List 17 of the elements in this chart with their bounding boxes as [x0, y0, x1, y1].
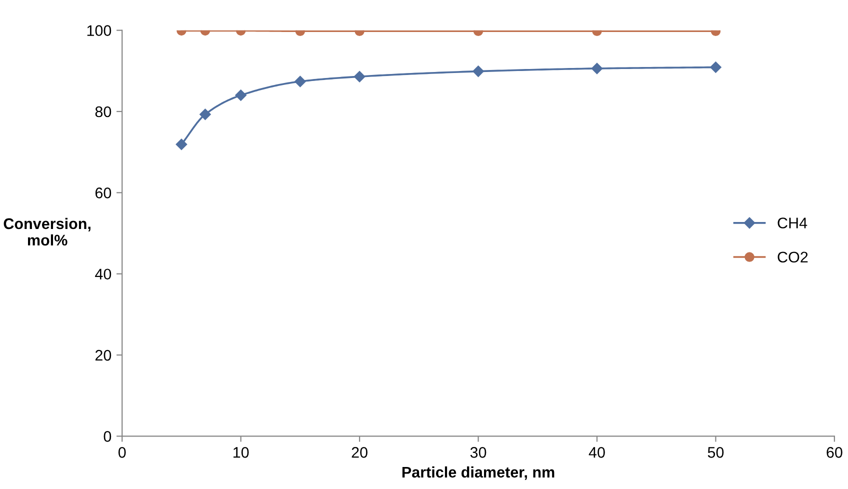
x-axis-title: Particle diameter, nm — [402, 466, 554, 480]
x-tick-label: 10 — [234, 447, 249, 458]
x-tick-label: 0 — [118, 447, 126, 458]
x-tick-label: 30 — [470, 447, 486, 458]
y-tick-label: 20 — [95, 350, 112, 361]
legend-label: CO2 — [778, 252, 808, 263]
y-tick-label: 60 — [95, 188, 112, 198]
y-tick-label: 40 — [95, 268, 112, 280]
x-tick-label: 50 — [708, 447, 724, 458]
x-tick-label: 20 — [352, 447, 368, 458]
y-tick-label: 100 — [87, 25, 112, 36]
legend-label: CH4 — [778, 218, 808, 228]
x-tick-label: 60 — [826, 447, 842, 458]
y-tick-label: 80 — [95, 106, 112, 118]
y-tick-label: 0 — [104, 431, 112, 442]
x-tick-label: 40 — [588, 447, 605, 458]
y-axis-title: Conversion, mol% — [4, 218, 90, 246]
